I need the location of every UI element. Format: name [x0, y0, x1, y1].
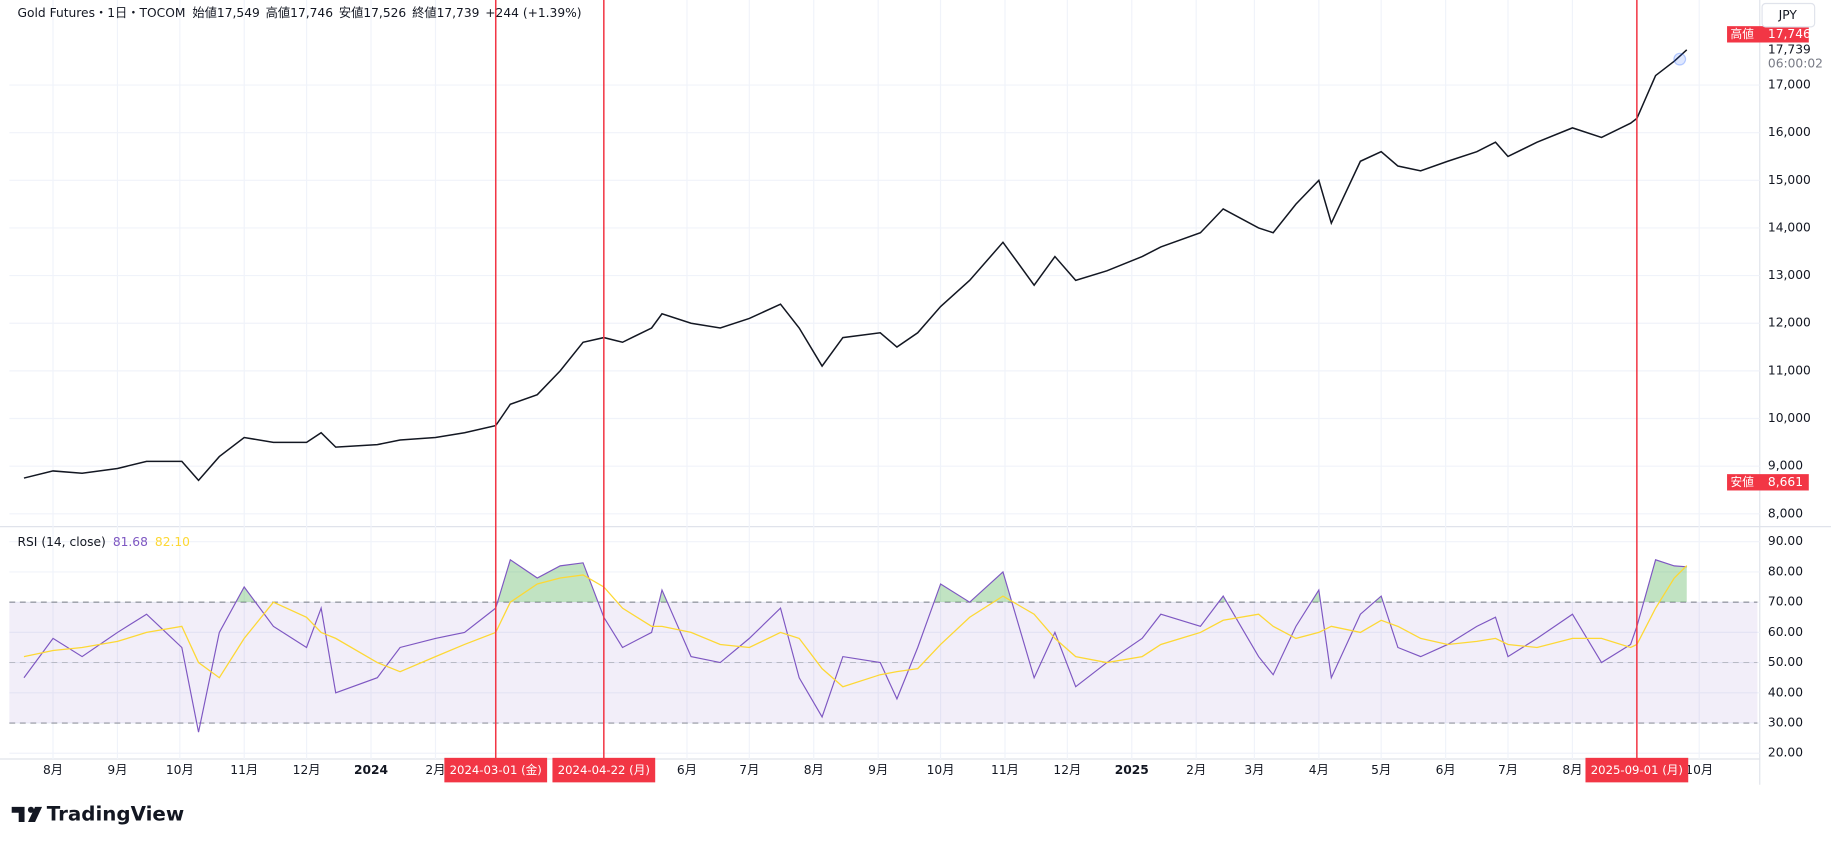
overbought-fill	[235, 559, 1687, 603]
ohlc-value: 17,739	[437, 5, 480, 19]
y-tick-label: 13,000	[1768, 268, 1811, 282]
y-tick-label: 70.00	[1768, 595, 1803, 609]
logo-dot	[27, 806, 35, 813]
rsi-legend: RSI (14, close) 81.68 82.10	[18, 534, 190, 548]
y-tick-label: 17,000	[1768, 78, 1811, 92]
change: +244 (+1.39%)	[485, 5, 581, 19]
marker-label: 2024-03-01 (金)	[450, 763, 542, 777]
logo-icon	[11, 806, 43, 823]
y-tick-label: 14,000	[1768, 220, 1811, 234]
x-tick-label: 8月	[804, 763, 824, 777]
x-tick-label: 10月	[927, 763, 955, 777]
plot-layer: 8月 9月 10月 11月 12月 2024 2月 6月 7月 8月 9月 10月 11月 12月 2025…	[0, 0, 1831, 785]
x-tick-label: 11月	[230, 763, 258, 777]
rsi-legend-value: 81.68	[113, 534, 148, 548]
low-badge	[1727, 474, 1809, 491]
countdown: 06:00:02	[1768, 56, 1823, 70]
x-tick-label: 7月	[739, 763, 759, 777]
currency[interactable]: JPY	[1778, 8, 1798, 22]
ohlc-value: 17,526	[363, 5, 406, 19]
y-tick-label: 9,000	[1768, 459, 1803, 473]
ohlc-value: 17,549	[217, 5, 260, 19]
ohlc-label: 高値	[266, 4, 291, 19]
x-tick-label: 4月	[1309, 763, 1329, 777]
x-tick-label: 2025	[1115, 763, 1149, 777]
last-price: 17,739	[1768, 42, 1811, 56]
x-tick-label: 9月	[107, 763, 127, 777]
logo: TradingView	[11, 803, 184, 826]
y-tick-label: 8,000	[1768, 506, 1803, 520]
y-tick-label: 15,000	[1768, 173, 1811, 187]
price-line	[23, 49, 1688, 482]
x-tick-label: 9月	[868, 763, 888, 777]
x-tick-label: 2月	[1186, 763, 1206, 777]
x-tick-label: 5月	[1371, 763, 1391, 777]
ohlc-label: 終値	[412, 4, 437, 19]
header: Gold Futures・1日・TOCOM 始値17,549 高値17,746 安値1…	[18, 4, 582, 19]
currency-button[interactable]	[1761, 2, 1816, 28]
brand: TradingView	[47, 803, 184, 826]
y-tick-label: 80.00	[1768, 564, 1803, 578]
rsi-title: RSI (14, close)	[18, 534, 106, 548]
high-badge	[1727, 26, 1809, 43]
marker-badge	[444, 757, 548, 783]
x-tick-label: 6月	[1436, 763, 1456, 777]
marker-badge	[1585, 757, 1689, 783]
y-tick-label: 16,000	[1768, 125, 1811, 139]
y-tick-label: 60.00	[1768, 625, 1803, 639]
y-tick-label: 12,000	[1768, 316, 1811, 330]
last-point	[1673, 52, 1687, 66]
x-tick-label: 11月	[991, 763, 1019, 777]
low-label: 8,661	[1768, 475, 1803, 489]
y-tick-label: 10,000	[1768, 411, 1811, 425]
x-tick-label: 7月	[1498, 763, 1518, 777]
x-tick-label: 2月	[425, 763, 445, 777]
rsi-line	[23, 565, 1688, 688]
x-tick-label: 12月	[293, 763, 321, 777]
y-tick-label: 40.00	[1768, 685, 1803, 699]
low-name: 安値	[1731, 475, 1755, 489]
marker-label: 2024-04-22 (月)	[558, 763, 650, 777]
y-tick-label: 11,000	[1768, 363, 1811, 377]
high-label: 17,746	[1768, 27, 1811, 41]
rsi-legend-value: 82.10	[155, 534, 190, 548]
y-tick-label: 20.00	[1768, 746, 1803, 760]
x-tick-label: 8月	[43, 763, 63, 777]
rsi-line	[23, 558, 1687, 733]
x-tick-label: 10月	[166, 763, 194, 777]
symbol: Gold Futures・1日・TOCOM	[18, 5, 186, 19]
ohlc-label: 安値	[339, 4, 364, 19]
y-tick-label: 90.00	[1768, 534, 1803, 548]
x-tick-label: 12月	[1053, 763, 1081, 777]
x-tick-label: 10月	[1685, 763, 1713, 777]
high-name: 高値	[1731, 27, 1755, 41]
x-tick-label: 3月	[1244, 763, 1264, 777]
y-tick-label: 50.00	[1768, 655, 1803, 669]
marker-badge	[552, 757, 656, 783]
ohlc-label: 始値	[192, 4, 217, 19]
ohlc-value: 17,746	[290, 5, 333, 19]
x-tick-label: 6月	[677, 763, 697, 777]
x-tick-label: 2024	[354, 763, 388, 777]
x-tick-label: 8月	[1562, 763, 1582, 777]
marker-label: 2025-09-01 (月)	[1591, 763, 1683, 777]
y-tick-label: 30.00	[1768, 716, 1803, 730]
